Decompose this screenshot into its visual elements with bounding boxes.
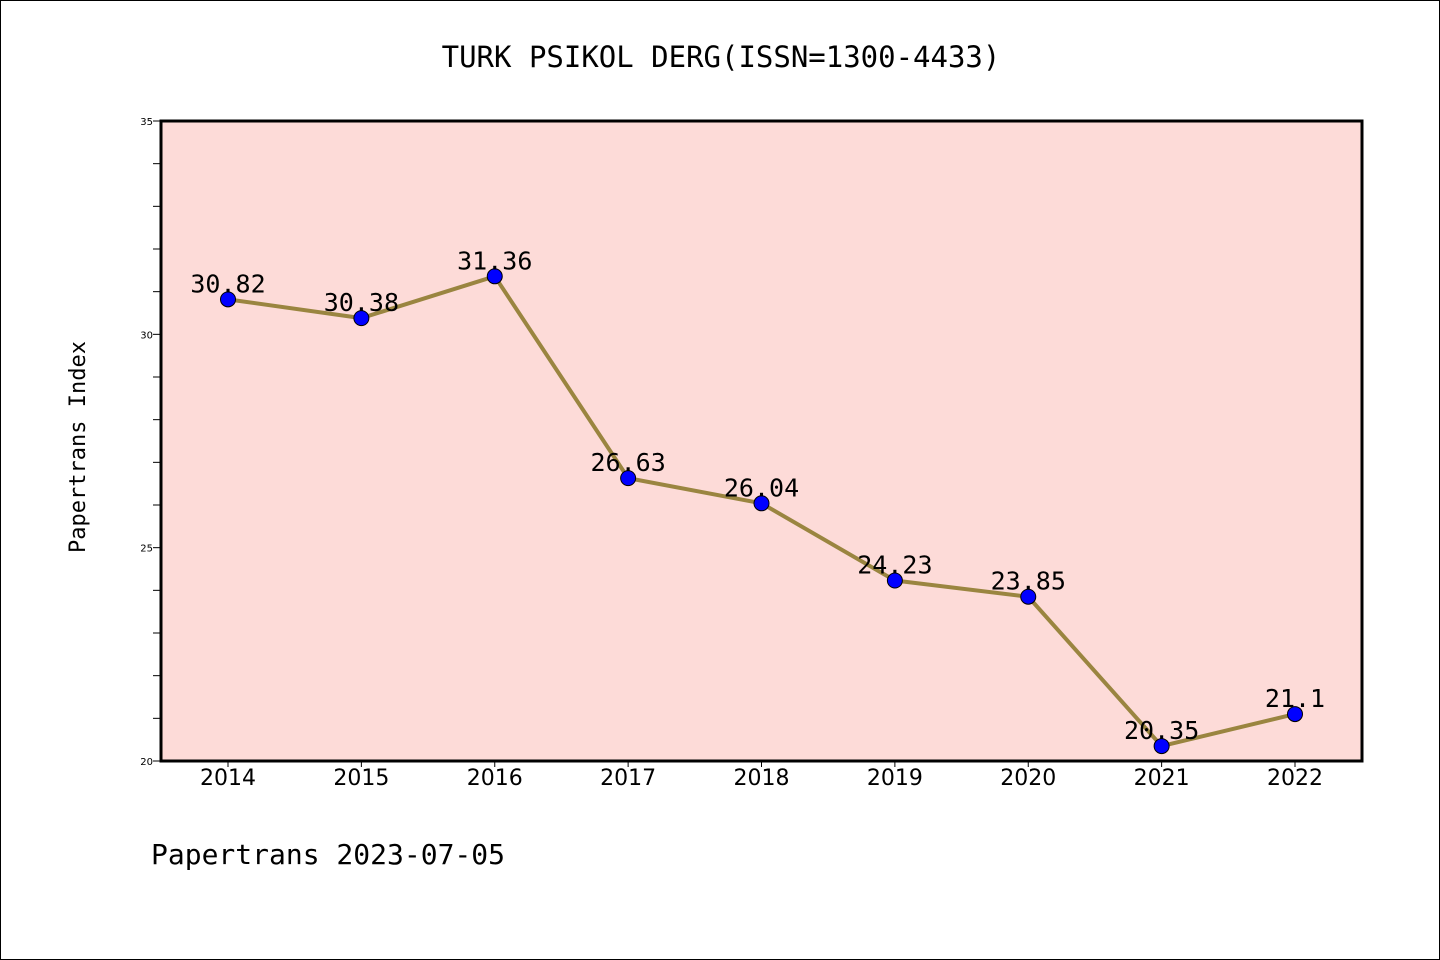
x-tick-label: 2015 — [333, 766, 389, 791]
x-axis: 2014 2015 2016 2017 2018 2019 2020 2021 2022 — [200, 761, 1323, 791]
plot-area — [159, 119, 1364, 763]
data-label: 21.1 — [1265, 684, 1325, 713]
data-label: 30.82 — [190, 269, 265, 298]
data-point — [220, 291, 236, 308]
x-tick-label: 2022 — [1267, 766, 1323, 791]
data-point — [1287, 706, 1303, 723]
data-label: 23.85 — [991, 567, 1066, 596]
x-tick-label: 2020 — [1000, 766, 1056, 791]
data-labels: 30.82 30.38 31.36 26.63 26.04 24.23 23.85 20.35… — [190, 246, 1325, 745]
x-tick-label: 2021 — [1134, 766, 1190, 791]
y-axis: 20 25 30 35 — [140, 117, 161, 768]
x-tick-label: 2019 — [867, 766, 923, 791]
data-point — [1153, 738, 1170, 755]
data-label: 30.38 — [324, 288, 399, 317]
y-tick-label: 30 — [140, 330, 153, 341]
x-tick-label: 2014 — [200, 766, 256, 791]
data-label: 24.23 — [857, 551, 932, 580]
x-tick-label: 2016 — [467, 766, 523, 791]
data-point — [620, 470, 637, 487]
data-point — [486, 268, 503, 285]
chart-title: TURK PSIKOL DERG(ISSN=1300-4433) — [442, 40, 1001, 74]
data-label: 31.36 — [457, 246, 532, 275]
data-points — [220, 268, 1303, 755]
y-tick-label: 20 — [140, 757, 153, 768]
data-label: 26.04 — [724, 473, 799, 502]
x-tick-label: 2017 — [600, 766, 656, 791]
data-label: 26.63 — [590, 448, 665, 477]
y-axis-title: Papertrans Index — [66, 341, 91, 553]
y-tick-label: 35 — [140, 117, 153, 128]
data-point — [353, 310, 370, 327]
y-tick-label: 25 — [140, 544, 153, 555]
data-label: 20.35 — [1124, 716, 1199, 745]
data-point — [886, 572, 903, 589]
data-point — [1020, 588, 1037, 605]
footer-stamp: Papertrans 2023-07-05 — [151, 838, 505, 871]
data-point — [753, 495, 770, 512]
x-tick-label: 2018 — [734, 766, 790, 791]
